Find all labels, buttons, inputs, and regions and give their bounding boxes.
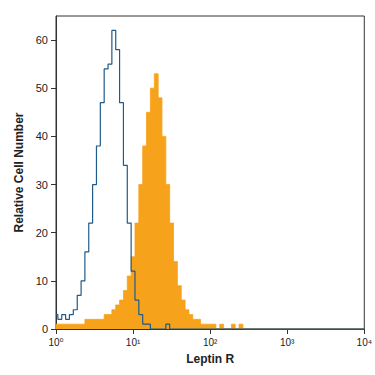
svg-text:10⁰: 10⁰ [48, 337, 63, 348]
svg-text:Relative Cell Number: Relative Cell Number [12, 112, 26, 232]
svg-text:10²: 10² [203, 337, 218, 348]
svg-text:30: 30 [36, 179, 48, 191]
svg-text:0: 0 [42, 323, 48, 335]
svg-text:20: 20 [36, 227, 48, 239]
svg-text:60: 60 [36, 34, 48, 46]
svg-text:10³: 10³ [280, 337, 295, 348]
svg-text:10⁴: 10⁴ [357, 337, 372, 348]
svg-text:50: 50 [36, 82, 48, 94]
svg-text:10: 10 [36, 275, 48, 287]
svg-text:10¹: 10¹ [126, 337, 141, 348]
svg-text:40: 40 [36, 130, 48, 142]
svg-text:Leptin R: Leptin R [186, 352, 234, 366]
